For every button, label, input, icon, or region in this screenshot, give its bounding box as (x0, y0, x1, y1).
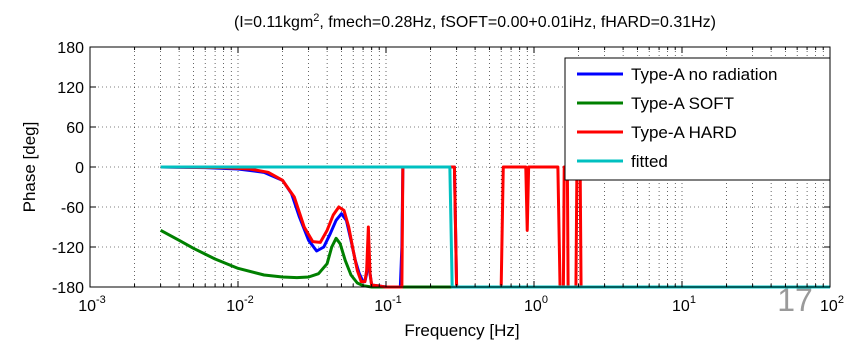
legend: Type-A no radiation Type-A SOFT Type-A HAR… (564, 57, 831, 181)
x-tick-label: 10-2 (226, 294, 254, 315)
series-line-3 (160, 165, 830, 289)
y-tick-label: 180 (57, 40, 84, 57)
x-tick-exponent: 0 (542, 294, 548, 306)
y-tick-label: 60 (66, 120, 84, 137)
legend-entry: fitted (631, 152, 668, 171)
chart-title: (I=0.11kgm2, fmech=0.28Hz, fSOFT=0.00+0.… (234, 12, 716, 31)
x-tick-exponent: -3 (96, 294, 106, 306)
y-tick-labels: 180 120 60 0 -60 -120 -180 (52, 40, 84, 297)
y-tick-label: -120 (52, 240, 84, 257)
x-tick-base: 10 (78, 298, 96, 315)
chart-title-superscript: 2 (313, 12, 319, 24)
x-tick-base: 10 (672, 298, 690, 315)
x-axis-label: Frequency [Hz] (404, 321, 519, 340)
y-tick-label: 120 (57, 80, 84, 97)
x-tick-base: 10 (226, 298, 244, 315)
x-tick-labels: 10-3 10-2 10-1 100 101 102 (78, 294, 844, 315)
series-line-4 (160, 165, 830, 289)
series-line-2 (159, 229, 830, 289)
x-tick-exponent: 1 (690, 294, 696, 306)
legend-entry: Type-A SOFT (631, 94, 734, 113)
y-tick-label: 0 (75, 160, 84, 177)
x-tick-base: 10 (374, 298, 392, 315)
x-tick-base: 10 (524, 298, 542, 315)
series-lines (159, 165, 830, 289)
x-tick-label: 10-1 (374, 294, 402, 315)
y-axis-label: Phase [deg] (20, 122, 39, 213)
x-tick-exponent: -2 (244, 294, 254, 306)
page-number: 17 (777, 282, 813, 318)
chart-title-rest: , fmech=0.28Hz, fSOFT=0.00+0.01iHz, fHAR… (319, 14, 716, 31)
x-tick-base: 10 (820, 298, 838, 315)
y-tick-label: -60 (61, 200, 84, 217)
x-tick-label: 102 (820, 294, 844, 315)
legend-entry: Type-A no radiation (631, 65, 777, 84)
x-tick-label: 10-3 (78, 294, 106, 315)
y-tick-label: -180 (52, 280, 84, 297)
legend-entry: Type-A HARD (631, 123, 737, 142)
x-tick-label: 100 (524, 294, 548, 315)
chart-title-main: (I=0.11kgm (234, 14, 313, 31)
series-line-1 (160, 165, 830, 289)
x-tick-label: 101 (672, 294, 696, 315)
x-tick-exponent: -1 (392, 294, 402, 306)
x-tick-exponent: 2 (838, 294, 844, 306)
